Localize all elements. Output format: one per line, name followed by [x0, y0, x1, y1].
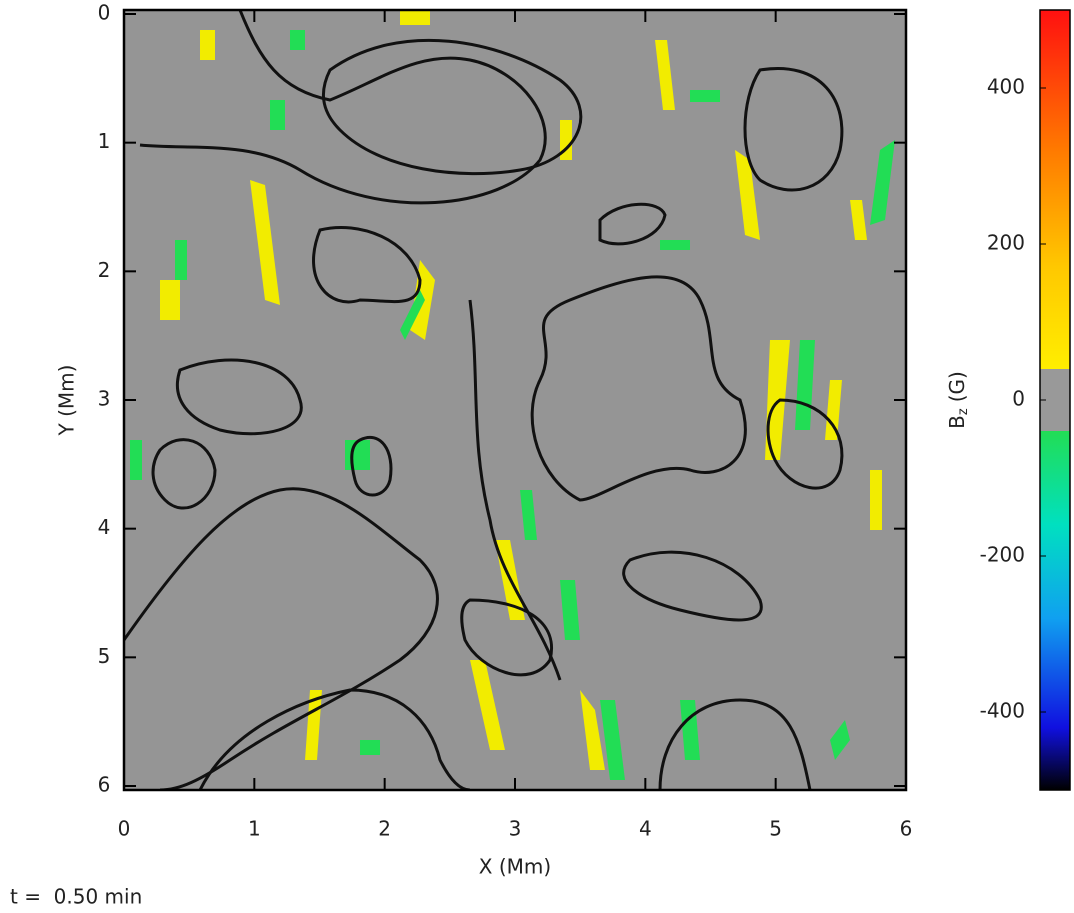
time-annotation: t = 0.50 min — [10, 885, 142, 909]
y-tick-label: 3 — [98, 387, 111, 411]
y-tick-label: 0 — [98, 1, 111, 25]
colorbar-label-base: B — [945, 415, 969, 429]
x-tick-label: 1 — [248, 817, 261, 841]
y-tick-label: 5 — [98, 644, 111, 668]
y-tick-label: 6 — [98, 773, 111, 797]
x-tick-label: 5 — [769, 817, 782, 841]
colorbar-label: Bz (G) — [945, 371, 971, 429]
x-axis-label: X (Mm) — [479, 855, 551, 879]
x-tick-label: 2 — [378, 817, 391, 841]
field-map — [124, 10, 906, 790]
colorbar-tick-label: -200 — [980, 543, 1025, 567]
colorbar-tick-label: -400 — [980, 699, 1025, 723]
x-tick-label: 4 — [639, 817, 652, 841]
y-tick-label: 4 — [98, 515, 111, 539]
colorbar-label-unit: (G) — [945, 371, 969, 402]
x-tick-label: 6 — [900, 817, 913, 841]
x-tick-label: 0 — [118, 817, 131, 841]
x-tick-label: 3 — [509, 817, 522, 841]
y-tick-label: 2 — [98, 258, 111, 282]
colorbar-tick-label: 0 — [1012, 387, 1025, 411]
colorbar-tick-label: 200 — [987, 231, 1025, 255]
y-tick-label: 1 — [98, 129, 111, 153]
colorbar-tick-label: 400 — [987, 75, 1025, 99]
y-axis-label: Y (Mm) — [55, 365, 79, 437]
colorbar-label-subscript: z — [956, 408, 971, 415]
